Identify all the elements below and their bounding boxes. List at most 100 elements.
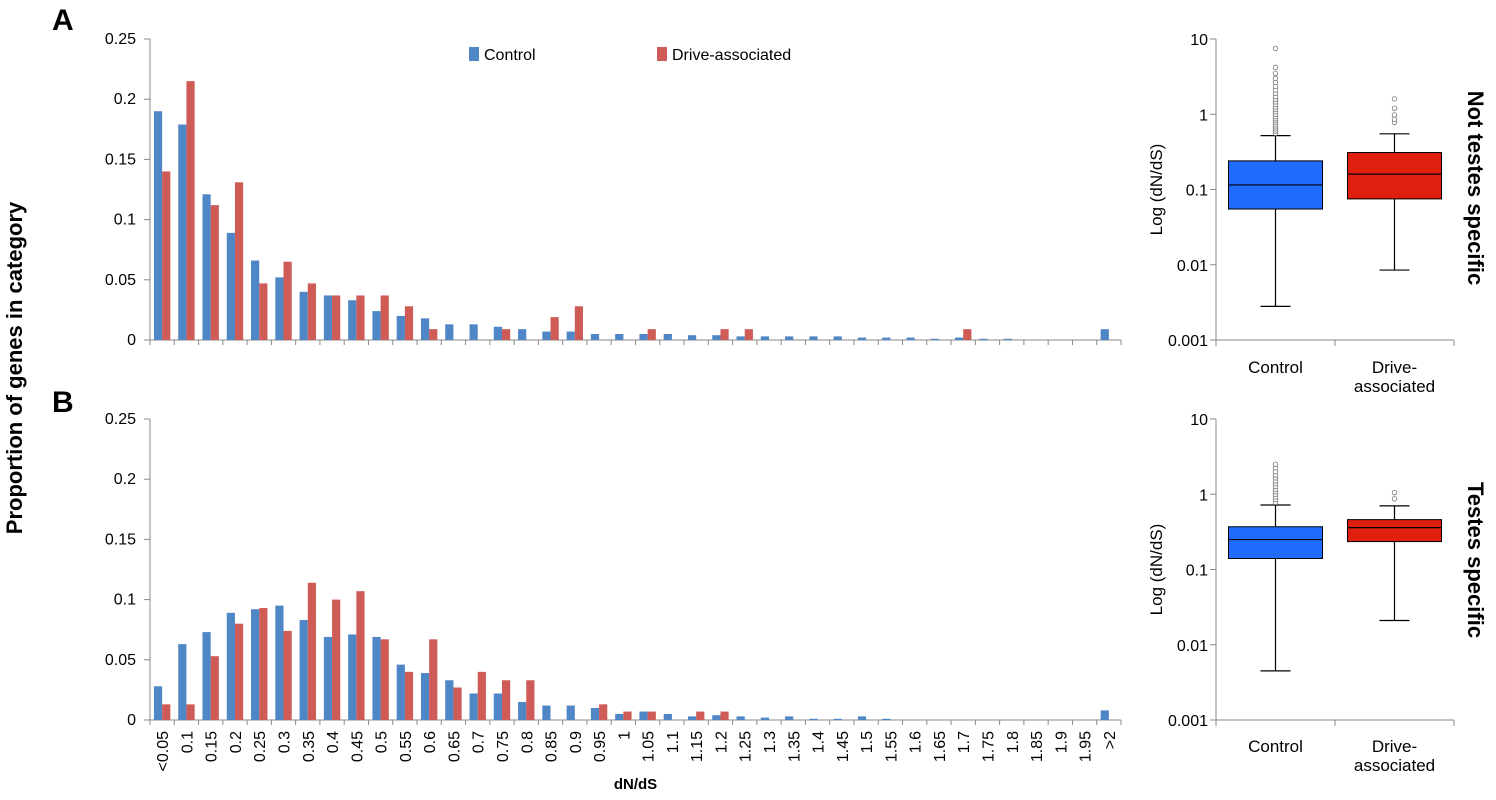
y-tick-label: 0.15 (105, 531, 136, 548)
y-tick-label: 0.01 (1177, 638, 1208, 655)
y-tick-label: 0.05 (105, 272, 136, 289)
bar-drive-associated (307, 582, 316, 720)
x-tick-label: 1.6 (908, 731, 925, 753)
x-tick-label: 0.35 (301, 731, 318, 762)
legend-swatch-control (469, 47, 479, 61)
bar-control (251, 609, 260, 720)
box-control (1228, 526, 1323, 560)
outlier-point (1272, 461, 1279, 468)
bar-control (275, 605, 284, 720)
bar-drive-associated (162, 704, 171, 720)
bar-drive-associated (356, 295, 365, 340)
bar-control (153, 111, 163, 341)
x-tick-label: 0.25 (252, 731, 269, 762)
panel-letter-b: B (52, 386, 74, 419)
bar-drive-associated (647, 329, 656, 340)
bar-drive-associated (501, 680, 511, 720)
x-tick-label: 0.9 (568, 731, 585, 753)
bar-control (226, 232, 235, 340)
bar-drive-associated (234, 623, 244, 720)
bar-drive-associated (332, 295, 341, 340)
x-tick-label: >2 (1102, 731, 1119, 749)
bar-control (833, 336, 842, 340)
bar-control (687, 335, 697, 340)
x-tick-label: 0.5 (374, 731, 391, 753)
bar-drive-associated (453, 687, 462, 720)
bar-control (687, 716, 697, 720)
bar-drive-associated (307, 283, 316, 340)
x-tick-label: 1.35 (786, 731, 803, 762)
box-category-label: Control (1248, 358, 1303, 377)
bar-drive-associated (963, 329, 972, 340)
x-tick-label: 0.65 (446, 731, 463, 762)
box-category-label: associated (1354, 756, 1435, 775)
bar-control (833, 718, 842, 720)
bar-control (323, 295, 333, 340)
bar-control (372, 311, 381, 340)
bar-control (299, 291, 308, 340)
bar-control (785, 716, 794, 720)
bar-control (372, 636, 381, 720)
bar-control (615, 333, 624, 340)
box-category-label: associated (1354, 377, 1435, 396)
x-tick-label: <0.05 (155, 731, 172, 772)
x-tick-label: 0.15 (204, 731, 221, 762)
bar-control (420, 673, 430, 720)
bar-drive-associated (356, 591, 365, 720)
y-tick-label: 0.15 (105, 151, 136, 168)
x-tick-label: 0.85 (544, 731, 561, 762)
box-category-label: Drive- (1372, 737, 1417, 756)
x-tick-label: 1.7 (956, 731, 973, 753)
box-category-label: Drive- (1372, 358, 1417, 377)
side-label-a: Not testes specific (1463, 91, 1488, 285)
x-tick-label: 0.75 (495, 731, 512, 762)
legend-label-drive-associated: Drive-associated (672, 47, 791, 64)
bar-control (445, 324, 454, 340)
bar-control (299, 620, 308, 720)
x-axis-title: dN/dS (614, 776, 657, 793)
y-tick-label: 0.001 (1168, 713, 1208, 730)
y-tick-label: 1 (1199, 107, 1208, 124)
bar-control (348, 300, 357, 340)
bar-control (857, 337, 867, 340)
y-tick-label: 0 (127, 332, 136, 349)
bar-control (979, 338, 988, 340)
x-tick-label: 1.4 (811, 731, 828, 753)
bar-control (712, 335, 721, 340)
bar-drive-associated (283, 261, 292, 340)
bar-control (445, 680, 454, 720)
x-tick-label: 0.7 (471, 731, 488, 753)
outlier-point (1272, 70, 1279, 77)
x-tick-label: 0.2 (228, 731, 245, 753)
y-tick-label: 0.2 (114, 471, 136, 488)
bar-control (542, 705, 551, 720)
bar-drive-associated (259, 283, 268, 340)
x-tick-label: 0.4 (325, 731, 342, 753)
bar-control (226, 612, 235, 720)
x-tick-label: 1.25 (738, 731, 755, 762)
bar-control (930, 338, 939, 340)
x-tick-label: 0.8 (519, 731, 536, 753)
y-tick-label: 0.25 (105, 411, 136, 428)
panel-letter-a: A (52, 4, 74, 37)
bar-control (493, 693, 502, 720)
y-tick-label: 0.1 (1186, 183, 1208, 200)
bar-control (518, 701, 527, 720)
y-axis-label: Log (dN/dS) (1147, 524, 1166, 616)
x-tick-label: 0.1 (179, 731, 196, 753)
bar-drive-associated (210, 205, 219, 340)
outlier-point (1272, 64, 1279, 71)
box-category-label: Control (1248, 737, 1303, 756)
bar-control (882, 718, 891, 720)
legend-label-control: Control (484, 47, 536, 64)
bar-control (493, 326, 502, 340)
bar-drive-associated (283, 630, 292, 720)
x-tick-label: 1.15 (689, 731, 706, 762)
bar-control (785, 336, 794, 340)
bar-drive-associated (259, 608, 268, 720)
bar-drive-associated (210, 656, 219, 720)
bar-control (178, 644, 187, 720)
y-tick-label: 0.05 (105, 652, 136, 669)
bar-control (1003, 338, 1012, 340)
bar-drive-associated (429, 329, 438, 340)
